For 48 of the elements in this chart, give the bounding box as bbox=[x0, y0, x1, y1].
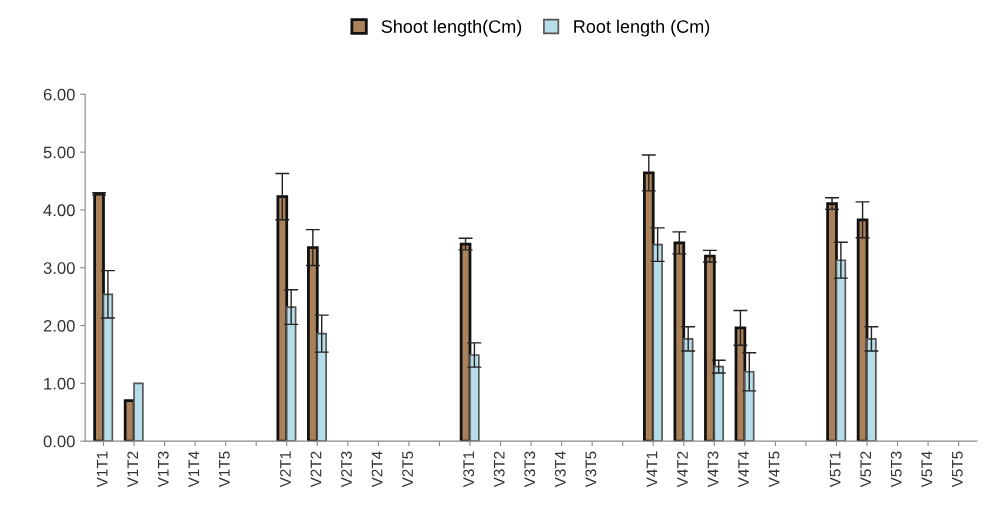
x-tick-label: V2T4 bbox=[371, 451, 383, 488]
bar bbox=[285, 306, 297, 442]
y-tick-label: 0.00 bbox=[43, 435, 75, 448]
x-tick-label: V2T3 bbox=[341, 451, 352, 488]
x-tick-label: V1T4 bbox=[188, 451, 200, 488]
bar bbox=[316, 332, 327, 442]
x-tick-label: V2T5 bbox=[402, 451, 413, 488]
bar bbox=[704, 254, 716, 442]
legend-label: Root length (Cm) bbox=[574, 19, 710, 37]
y-tick-label: 6.00 bbox=[43, 88, 75, 101]
x-tick-label: V1T5 bbox=[219, 451, 230, 488]
x-tick-label: V5T5 bbox=[952, 451, 963, 488]
y-tick-label: 3.00 bbox=[43, 262, 75, 274]
x-tick-label: V4T5 bbox=[768, 451, 780, 488]
y-tick-label: 4.00 bbox=[43, 204, 75, 217]
x-tick-label: V2T2 bbox=[310, 451, 322, 488]
x-tick-label: V5T3 bbox=[890, 451, 902, 488]
y-tick-label: 1.00 bbox=[44, 377, 75, 390]
bar bbox=[133, 382, 144, 442]
x-tick-label: V5T1 bbox=[829, 451, 841, 488]
bar bbox=[713, 365, 724, 442]
x-tick-label: V5T2 bbox=[860, 451, 872, 488]
x-tick-label: V1T2 bbox=[127, 451, 138, 488]
bar bbox=[652, 243, 663, 442]
x-tick-label: V3T3 bbox=[524, 451, 536, 488]
legend-label: Shoot length(Cm) bbox=[381, 19, 522, 37]
bar bbox=[102, 293, 114, 442]
x-tick-label: V4T3 bbox=[707, 451, 719, 488]
x-tick-label: V4T1 bbox=[646, 451, 658, 488]
x-tick-label: V3T4 bbox=[554, 451, 566, 488]
bar bbox=[93, 192, 105, 442]
bar bbox=[276, 195, 289, 442]
bar bbox=[744, 370, 755, 442]
bar bbox=[469, 354, 480, 442]
x-tick-label: V5T4 bbox=[921, 451, 933, 488]
bar bbox=[682, 338, 694, 442]
bar bbox=[835, 259, 847, 442]
x-tick-label: V3T1 bbox=[463, 451, 475, 488]
x-tick-label: V1T1 bbox=[96, 451, 108, 488]
x-tick-label: V1T3 bbox=[157, 451, 169, 488]
bar bbox=[866, 338, 877, 442]
y-tick-label: 5.00 bbox=[43, 146, 75, 159]
x-tick-label: V3T2 bbox=[493, 451, 505, 488]
y-tick-label: 2.00 bbox=[43, 319, 75, 332]
x-tick-label: V2T1 bbox=[280, 451, 291, 488]
x-tick-label: V3T5 bbox=[585, 451, 597, 488]
x-tick-label: V4T4 bbox=[738, 451, 749, 488]
x-tick-label: V4T2 bbox=[677, 451, 688, 488]
